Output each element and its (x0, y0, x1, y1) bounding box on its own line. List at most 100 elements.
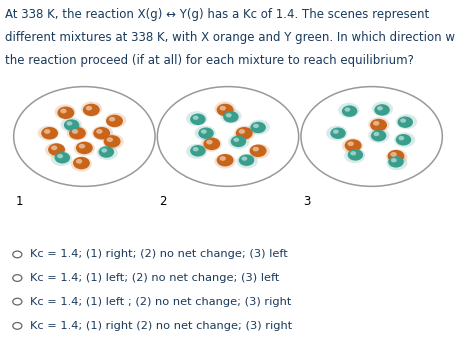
Circle shape (374, 104, 389, 116)
Circle shape (341, 105, 357, 117)
Circle shape (57, 106, 74, 119)
Ellipse shape (368, 117, 389, 132)
Ellipse shape (248, 144, 269, 159)
Ellipse shape (74, 141, 95, 156)
Circle shape (79, 144, 85, 149)
Circle shape (249, 145, 266, 157)
Circle shape (387, 156, 403, 167)
Ellipse shape (55, 104, 76, 119)
Circle shape (253, 124, 258, 128)
Circle shape (106, 137, 113, 142)
Circle shape (225, 113, 231, 117)
Ellipse shape (341, 138, 362, 153)
Circle shape (376, 106, 382, 111)
Ellipse shape (236, 154, 257, 168)
Circle shape (344, 139, 361, 152)
Ellipse shape (96, 145, 117, 160)
Ellipse shape (105, 113, 126, 128)
Circle shape (390, 158, 396, 162)
Ellipse shape (102, 134, 123, 149)
Circle shape (398, 136, 404, 140)
Ellipse shape (228, 134, 249, 149)
Circle shape (235, 127, 252, 140)
Ellipse shape (91, 126, 113, 141)
Circle shape (370, 130, 385, 142)
Circle shape (349, 151, 355, 155)
Text: Kc = 1.4; (1) right; (2) no net change; (3) left: Kc = 1.4; (1) right; (2) no net change; … (30, 249, 287, 259)
Text: 1: 1 (16, 195, 23, 208)
Circle shape (72, 129, 78, 134)
Ellipse shape (214, 101, 235, 116)
Circle shape (101, 148, 107, 153)
Ellipse shape (200, 136, 221, 152)
Text: Kc = 1.4; (1) left; (2) no net change; (3) left: Kc = 1.4; (1) left; (2) no net change; (… (30, 273, 279, 283)
Circle shape (216, 104, 233, 116)
Text: 3: 3 (303, 195, 310, 208)
Ellipse shape (81, 101, 102, 116)
Ellipse shape (338, 103, 359, 118)
Circle shape (190, 145, 205, 156)
Circle shape (48, 143, 65, 156)
Circle shape (98, 146, 114, 158)
Text: the reaction proceed (if at all) for each mixture to reach equilibrium?: the reaction proceed (if at all) for eac… (5, 54, 414, 67)
Circle shape (109, 117, 115, 122)
Circle shape (216, 154, 233, 166)
Circle shape (206, 140, 212, 145)
Circle shape (76, 142, 93, 154)
Circle shape (238, 154, 254, 166)
Circle shape (190, 114, 205, 125)
Ellipse shape (45, 143, 66, 157)
Circle shape (73, 157, 90, 169)
Circle shape (69, 127, 86, 140)
Circle shape (347, 141, 353, 146)
Ellipse shape (186, 144, 207, 159)
Ellipse shape (220, 109, 241, 124)
Circle shape (44, 129, 51, 134)
Circle shape (203, 137, 220, 150)
Circle shape (64, 119, 79, 131)
Text: At 338 K, the reaction X(g) ↔ Y(g) has a Kc of 1.4. The scenes represent: At 338 K, the reaction X(g) ↔ Y(g) has a… (5, 8, 429, 22)
Ellipse shape (248, 120, 269, 135)
Text: 2: 2 (159, 195, 167, 208)
Ellipse shape (194, 126, 215, 141)
Circle shape (51, 146, 57, 150)
Circle shape (219, 156, 225, 161)
Circle shape (200, 129, 206, 134)
Circle shape (230, 136, 246, 147)
Circle shape (86, 106, 92, 111)
Ellipse shape (385, 155, 407, 170)
Ellipse shape (344, 148, 364, 163)
Circle shape (238, 129, 244, 134)
Ellipse shape (325, 126, 347, 141)
Ellipse shape (371, 101, 392, 116)
Circle shape (397, 117, 412, 128)
Circle shape (369, 119, 386, 131)
Circle shape (76, 159, 82, 164)
Circle shape (192, 147, 198, 151)
Circle shape (332, 129, 338, 134)
Circle shape (219, 106, 225, 111)
Ellipse shape (61, 117, 81, 132)
Circle shape (250, 122, 265, 133)
Circle shape (66, 121, 72, 126)
Ellipse shape (51, 151, 72, 166)
Circle shape (222, 111, 238, 123)
Circle shape (329, 127, 345, 139)
Circle shape (57, 154, 63, 158)
Circle shape (104, 135, 121, 148)
Circle shape (106, 115, 123, 127)
Ellipse shape (393, 132, 415, 147)
Circle shape (60, 109, 66, 113)
Ellipse shape (300, 87, 441, 186)
Circle shape (389, 152, 396, 157)
Circle shape (241, 156, 247, 161)
Circle shape (233, 137, 239, 142)
Circle shape (192, 116, 198, 120)
Text: Kc = 1.4; (1) left ; (2) no net change; (3) right: Kc = 1.4; (1) left ; (2) no net change; … (30, 297, 291, 307)
Ellipse shape (66, 126, 87, 141)
Circle shape (55, 152, 70, 163)
Text: different mixtures at 338 K, with X orange and Y green. In which direction will: different mixtures at 338 K, with X oran… (5, 31, 455, 44)
Circle shape (96, 129, 102, 134)
Circle shape (395, 134, 410, 146)
Ellipse shape (14, 87, 155, 186)
